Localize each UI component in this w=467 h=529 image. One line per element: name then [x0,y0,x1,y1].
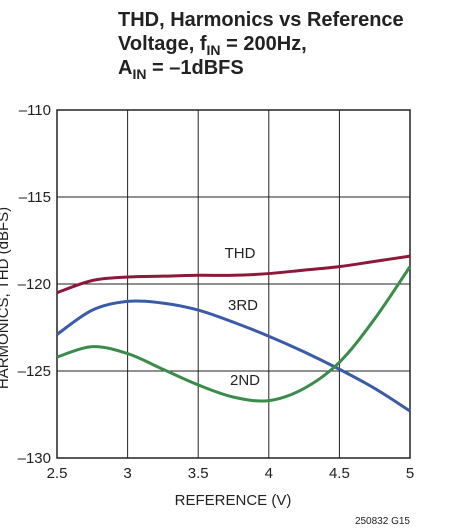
series-line [56,299,411,413]
chart-title: THD, Harmonics vs Reference [118,9,404,31]
series-label: 2ND [230,372,260,389]
series-line [56,254,411,295]
x-tick-label: 4.5 [329,465,350,482]
y-tick-label: –110 [19,102,51,119]
plot-frame [56,109,411,459]
x-tick-label: 2.5 [47,465,68,482]
x-tick-label: 4 [265,465,273,482]
title-text: A [118,57,132,79]
title-text: = –1dBFS [146,57,243,79]
title-text: THD, Harmonics vs Reference [118,9,404,31]
series-label: THD [225,245,256,262]
x-axis-label: REFERENCE (V) [175,492,292,509]
figure-note: 250832 G15 [355,516,410,527]
x-tick-label: 5 [406,465,414,482]
label-background [221,297,265,315]
y-tick-label: –120 [18,276,51,293]
y-tick-label: –130 [18,450,51,467]
label-background [218,245,262,263]
label-background [223,372,267,390]
title-subscript: IN [132,66,146,82]
x-tick-label: 3.5 [188,465,209,482]
chart-title: Voltage, fIN = 200Hz, [118,33,307,58]
title-text: = 200Hz, [221,33,307,55]
x-tick-label: 3 [123,465,131,482]
y-tick-label: –115 [19,189,51,206]
title-subscript: IN [207,42,221,58]
y-tick-label: –125 [18,363,51,380]
y-axis-label: HARMONICS, THD (dBFS) [0,207,12,389]
title-text: Voltage, f [118,33,207,55]
series-line [56,265,412,403]
series-label: 3RD [228,297,258,314]
chart-title: AIN = –1dBFS [118,57,244,82]
